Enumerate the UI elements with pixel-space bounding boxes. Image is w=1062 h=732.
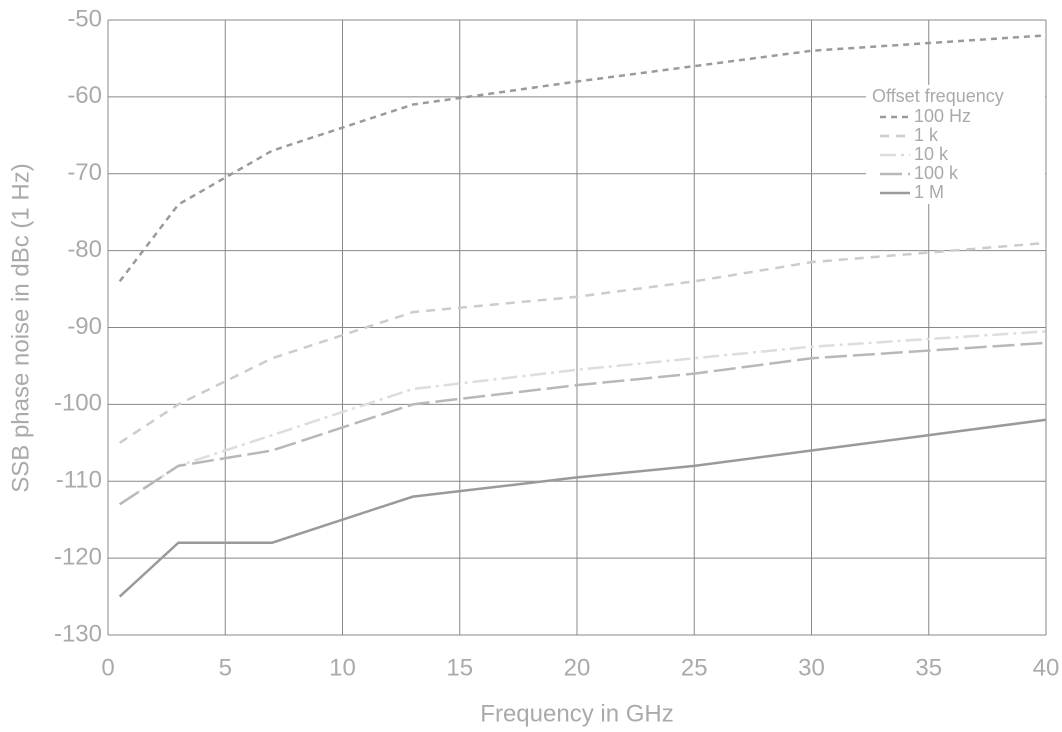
legend-label: 100 k <box>914 163 959 183</box>
legend-title: Offset frequency <box>872 86 1004 106</box>
x-tick-label: 35 <box>915 654 942 681</box>
x-tick-label: 15 <box>446 654 473 681</box>
series-line <box>119 241 1047 444</box>
series-line <box>119 341 1047 506</box>
y-tick-label: -120 <box>54 543 102 570</box>
x-tick-label: 30 <box>798 654 825 681</box>
x-tick-label: 10 <box>329 654 356 681</box>
series-line <box>119 330 1047 506</box>
y-tick-label: -50 <box>67 5 102 32</box>
y-tick-label: -100 <box>54 390 102 417</box>
y-tick-label: -130 <box>54 620 102 647</box>
y-tick-label: -80 <box>67 236 102 263</box>
legend-background <box>866 85 1045 204</box>
y-tick-label: -70 <box>67 159 102 186</box>
legend-label: 10 k <box>914 144 949 164</box>
x-tick-label: 5 <box>219 654 232 681</box>
x-tick-label: 40 <box>1033 654 1060 681</box>
legend-label: 1 k <box>914 125 939 145</box>
series-line <box>118 418 1047 598</box>
x-tick-label: 25 <box>681 654 708 681</box>
x-tick-label: 0 <box>101 654 114 681</box>
y-tick-label: -110 <box>56 467 102 494</box>
legend-label: 100 Hz <box>914 106 971 126</box>
legend-label: 1 M <box>914 182 944 202</box>
y-tick-label: -60 <box>67 82 102 109</box>
y-tick-label: -90 <box>67 313 102 340</box>
x-axis-label: Frequency in GHz <box>480 700 673 727</box>
x-tick-label: 20 <box>564 654 591 681</box>
series-line <box>118 34 1047 283</box>
y-axis-label: SSB phase noise in dBc (1 Hz) <box>7 163 34 493</box>
